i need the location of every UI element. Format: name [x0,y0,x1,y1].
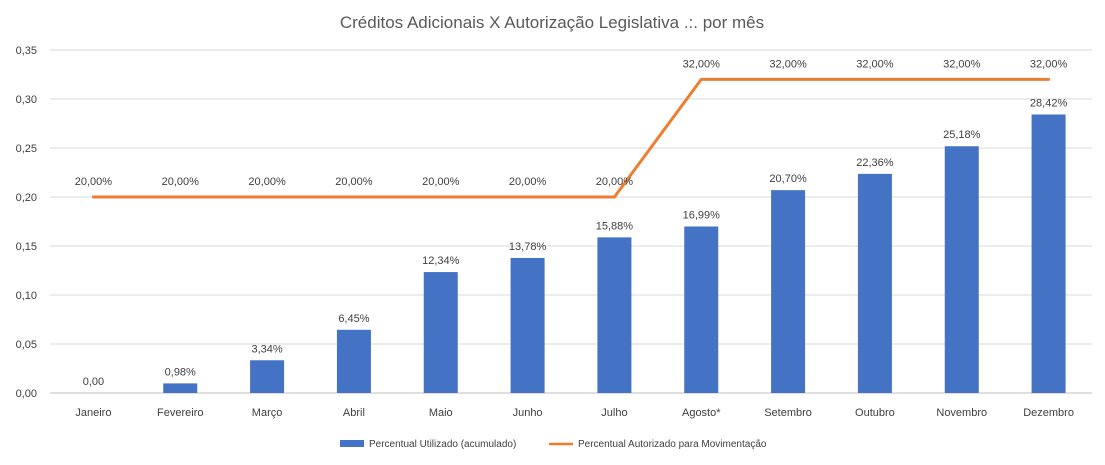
x-tick-label: Julho [601,407,627,419]
line-data-label: 32,00% [943,58,981,70]
x-tick-label: Agosto* [682,407,721,419]
line-data-label: 32,00% [769,58,807,70]
bar [944,146,979,393]
x-tick-label: Outubro [855,407,895,419]
legend-bar-label: Percentual Utilizado (acumulado) [369,439,516,450]
line-data-label: 20,00% [248,176,286,188]
bar [857,173,892,393]
bar-data-label: 25,18% [943,129,981,141]
x-tick-label: Novembro [936,407,987,419]
line-series: 20,00% 20,00% 20,00% 20,00% 20,00% 20,00% 20,0… [75,58,1068,199]
y-tick-label: 0,10 [16,290,37,302]
bar-data-label: 20,70% [769,173,807,185]
y-tick-label: 0,30 [16,94,37,106]
gridlines [50,49,1092,394]
bar [336,329,371,393]
bar [510,257,545,393]
legend: Percentual Utilizado (acumulado) Percent… [340,439,767,450]
bar-data-label: 0,98% [165,366,196,378]
x-tick-label: Dezembro [1023,407,1074,419]
line-data-label: 20,00% [596,176,634,188]
y-tick-label: 0,05 [16,339,37,351]
bar-data-label: 15,88% [596,220,634,232]
x-tick-label: Setembro [764,407,812,419]
line-data-label: 20,00% [509,176,547,188]
y-axis-ticks: 0,00 0,05 0,10 0,15 0,20 0,25 0,30 0,35 [16,45,37,400]
bar [684,226,719,393]
line-data-label: 32,00% [683,58,721,70]
bar-data-label: 3,34% [251,343,282,355]
x-tick-label: Junho [513,407,543,419]
bar [163,383,198,393]
bar-data-label: 0,00 [83,376,104,388]
line-data-label: 20,00% [422,176,460,188]
line-data-label: 32,00% [1030,58,1068,70]
x-tick-label: Fevereiro [157,407,203,419]
legend-line-label: Percentual Autorizado para Movimentação [578,439,767,450]
y-tick-label: 0,25 [16,143,37,155]
line-series-path [91,77,1051,199]
bar-data-label: 13,78% [509,241,547,253]
legend-bar-swatch [340,440,364,447]
line-data-label: 20,00% [335,176,373,188]
bar [771,190,806,393]
chart-title: Créditos Adicionais X Autorização Legisl… [340,13,764,32]
x-axis-ticks: Janeiro Fevereiro Março Abril Maio Junho Julho… [75,407,1074,419]
y-tick-label: 0,35 [16,45,37,57]
line-data-label: 32,00% [856,58,894,70]
bar-data-label: 12,34% [422,255,460,267]
bar-data-label: 6,45% [338,313,369,325]
bar-data-label: 28,42% [1030,97,1068,109]
bar [597,237,632,393]
bar [423,272,458,393]
x-tick-label: Maio [429,407,453,419]
x-tick-label: Janeiro [75,407,111,419]
bar [250,360,285,393]
x-tick-label: Março [252,407,283,419]
bar-series: 0,00 0,98% 3,34% 6,45% 12,34% 13,78% 15,88% 16,… [83,97,1068,393]
line-data-label: 20,00% [75,176,113,188]
line-data-label: 20,00% [162,176,200,188]
bar [1031,114,1066,393]
y-tick-label: 0,20 [16,192,37,204]
y-tick-label: 0,00 [16,388,37,400]
bar-data-label: 22,36% [856,157,894,169]
x-tick-label: Abril [343,407,365,419]
y-tick-label: 0,15 [16,241,37,253]
bar-data-label: 16,99% [683,209,721,221]
